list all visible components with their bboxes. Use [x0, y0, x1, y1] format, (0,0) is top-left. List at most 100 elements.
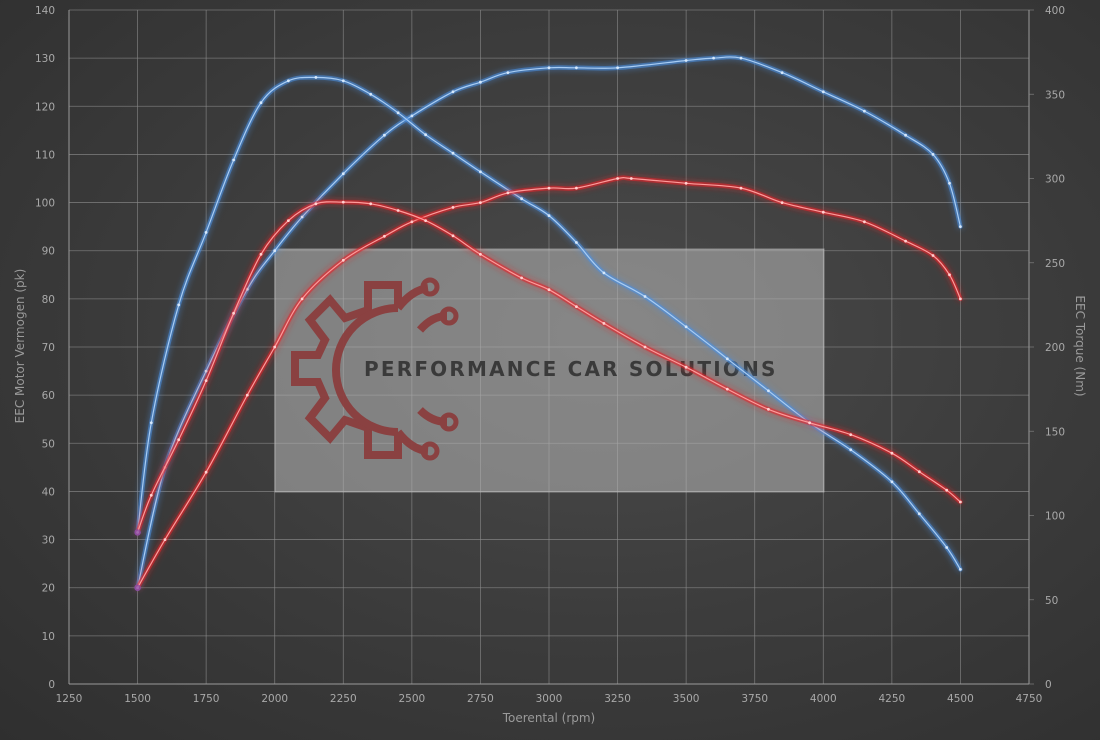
data-point	[341, 172, 345, 176]
data-point	[948, 273, 951, 277]
data-point	[204, 369, 208, 373]
data-point	[451, 90, 455, 94]
data-point	[684, 59, 688, 62]
data-point	[931, 254, 935, 257]
x-tick-label: 4250	[878, 693, 905, 705]
data-point	[424, 219, 427, 223]
data-point	[904, 133, 907, 137]
data-point	[959, 568, 962, 571]
data-point	[959, 225, 962, 229]
data-point	[725, 387, 729, 391]
series-core	[137, 201, 961, 533]
y-left-tick-label: 140	[35, 5, 55, 17]
data-point	[287, 79, 290, 83]
data-point	[575, 66, 578, 70]
y-right-tick-label: 100	[1045, 511, 1065, 523]
data-point	[739, 186, 743, 190]
data-point	[396, 209, 400, 212]
y-right-tick-label: 150	[1045, 426, 1065, 438]
data-point	[643, 295, 647, 298]
y-left-tick-label: 20	[42, 583, 55, 595]
data-point	[341, 79, 345, 83]
y-left-tick-label: 70	[42, 342, 55, 354]
series-core	[137, 56, 961, 589]
data-point	[739, 56, 743, 60]
data-point	[245, 393, 249, 397]
data-point	[149, 421, 153, 425]
y-axis-left-title: EEC Motor Vermogen (pk)	[13, 269, 27, 424]
data-point	[959, 500, 962, 504]
data-point	[232, 158, 236, 162]
data-point	[341, 200, 345, 204]
data-point	[396, 111, 400, 115]
data-point	[948, 181, 951, 185]
x-tick-label: 4500	[947, 693, 974, 705]
x-tick-label: 1750	[193, 693, 220, 705]
x-tick-label: 4000	[810, 693, 837, 705]
x-tick-label: 3750	[741, 693, 768, 705]
data-point	[506, 71, 510, 74]
y-right-tick-label: 400	[1045, 5, 1065, 17]
data-point	[575, 186, 578, 190]
data-point	[287, 219, 290, 223]
data-point	[780, 71, 784, 74]
y-right-tick-label: 0	[1045, 679, 1052, 691]
data-point	[506, 191, 510, 195]
data-point	[712, 56, 715, 60]
axis-ticks: 1250 1500 1750 2000 2250 2500 2750 3000 3250 3500…	[35, 5, 1065, 705]
data-point	[602, 322, 606, 325]
data-point	[629, 177, 633, 180]
data-point	[808, 421, 811, 425]
y-right-tick-label: 300	[1045, 174, 1065, 186]
y-left-tick-label: 40	[42, 486, 55, 498]
data-point	[575, 241, 578, 244]
data-point	[684, 181, 688, 185]
data-point	[849, 448, 853, 452]
data-point	[917, 470, 921, 474]
y-left-tick-label: 110	[35, 149, 55, 161]
y-left-tick-label: 50	[42, 438, 55, 450]
data-point	[917, 512, 921, 516]
data-point	[149, 493, 153, 497]
y-right-tick-label: 50	[1045, 595, 1058, 607]
y-left-tick-label: 0	[48, 679, 55, 691]
data-point	[383, 133, 386, 137]
x-tick-label: 1500	[124, 693, 151, 705]
x-axis-title: Toerental (rpm)	[502, 711, 595, 725]
y-axis-right-title: EEC Torque (Nm)	[1073, 295, 1087, 396]
gear-icon	[291, 277, 459, 461]
series-line-3	[134, 199, 963, 536]
data-point	[931, 153, 935, 156]
watermark-text: PERFORMANCE CAR SOLUTIONS	[364, 357, 778, 381]
data-point	[424, 133, 427, 137]
data-point	[575, 305, 578, 308]
data-point	[767, 407, 770, 411]
y-left-tick-label: 90	[42, 246, 55, 258]
data-point	[904, 239, 907, 243]
y-right-tick-label: 200	[1045, 342, 1065, 354]
x-tick-label: 3500	[673, 693, 700, 705]
data-point	[163, 538, 167, 541]
data-point	[451, 234, 455, 238]
data-point	[849, 433, 853, 436]
x-tick-label: 2250	[330, 693, 357, 705]
data-point	[547, 186, 551, 190]
y-left-tick-label: 10	[42, 631, 55, 643]
data-point	[410, 114, 414, 118]
series-line-0	[134, 54, 963, 591]
x-tick-label: 3000	[536, 693, 563, 705]
series-line-2	[134, 175, 963, 591]
data-point	[547, 288, 551, 292]
data-point	[863, 220, 866, 224]
data-point	[273, 249, 277, 253]
data-point	[684, 365, 688, 369]
data-point	[451, 151, 455, 155]
data-point	[821, 90, 825, 94]
y-left-tick-label: 60	[42, 390, 55, 402]
data-point	[300, 215, 304, 219]
data-point	[520, 197, 523, 201]
data-point	[479, 80, 482, 84]
data-point	[945, 546, 949, 549]
data-point	[780, 201, 784, 205]
data-point	[204, 470, 208, 474]
